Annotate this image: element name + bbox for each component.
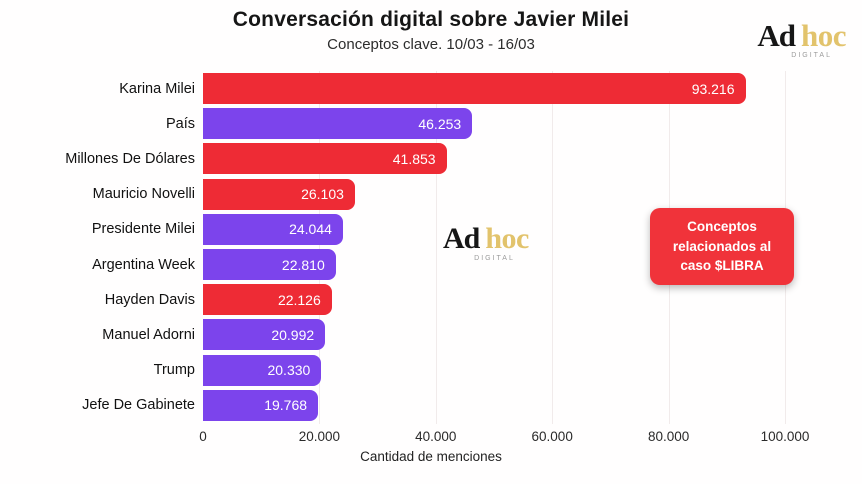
bar-row: Mauricio Novelli 26.103 [0, 177, 862, 212]
chart-header: Conversación digital sobre Javier Milei … [0, 8, 862, 53]
category-label: Hayden Davis [104, 291, 195, 308]
bar-value-label: 24.044 [289, 221, 332, 238]
bar-row: Presidente Milei 24.044 [0, 212, 862, 247]
watermark-hoc-text: hoc [485, 222, 529, 255]
x-tick-label: 40.000 [415, 429, 457, 444]
category-label: País [165, 115, 195, 132]
bar-row: País 46.253 [0, 106, 862, 141]
gridline [319, 71, 321, 424]
category-label: Millones De Dólares [65, 150, 195, 167]
bar-value-label: 20.992 [271, 326, 315, 343]
bar-row: Manuel Adorni 20.992 [0, 317, 862, 352]
category-label: Trump [153, 362, 195, 379]
logo-digital-text: DIGITAL [791, 52, 832, 59]
bar: 20.992 [203, 319, 326, 351]
watermark-ad-text: Ad [443, 222, 480, 255]
bar-row: Karina Milei 93.216 [0, 71, 862, 106]
bar-row: Millones De Dólares 41.853 [0, 141, 862, 176]
bar-value-label: 46.253 [418, 115, 462, 132]
logo-ad-text: Ad [757, 18, 796, 53]
callout-line-3: caso $LIBRA [680, 258, 764, 274]
category-label: Presidente Milei [91, 221, 195, 238]
logo-hoc-text: hoc [801, 18, 847, 53]
bar: 19.768 [203, 389, 319, 421]
bar-value-label: 22.810 [281, 256, 325, 273]
chart-title: Conversación digital sobre Javier Milei [232, 8, 630, 31]
bar: 22.126 [203, 284, 332, 316]
bar: 24.044 [203, 213, 343, 245]
watermark-wordmark: Ad hoc [443, 224, 529, 254]
x-axis-title: Cantidad de menciones [360, 449, 502, 464]
libra-annotation-callout: Conceptos relacionados al caso $LIBRA [650, 208, 794, 285]
bar-row: Trump 20.330 [0, 353, 862, 388]
bar-rows: Karina Milei 93.216 País 46.253 Millones De … [0, 71, 862, 423]
x-tick-label: 80.000 [647, 429, 690, 444]
bar-value-label: 41.853 [392, 150, 436, 167]
gridline [552, 71, 554, 424]
x-tick-label: 0 [199, 429, 207, 444]
category-label: Karina Milei [119, 80, 195, 97]
bar-row: Jefe De Gabinete 19.768 [0, 388, 862, 423]
chart-subtitle: Conceptos clave. 10/03 - 16/03 [327, 36, 535, 53]
x-tick-label: 20.000 [298, 429, 341, 444]
bar-value-label: 20.330 [267, 362, 311, 379]
adhoc-watermark-logo: Ad hoc DIGITAL [443, 224, 529, 263]
bar: 93.216 [203, 73, 746, 105]
callout-line-1: Conceptos [687, 219, 757, 234]
x-tick-label: 100.000 [760, 429, 810, 444]
bar-value-label: 93.216 [691, 80, 735, 97]
gridline [435, 71, 437, 424]
bar: 46.253 [203, 108, 473, 140]
x-tick-label: 60.000 [531, 429, 573, 444]
bar: 26.103 [203, 178, 355, 210]
bar-value-label: 26.103 [301, 186, 344, 203]
bar-row: Argentina Week 22.810 [0, 247, 862, 282]
callout-line-2: relacionados al [672, 238, 772, 254]
category-label: Argentina Week [92, 256, 195, 273]
bar-value-label: 19.768 [264, 397, 308, 414]
bar-value-label: 22.126 [277, 291, 321, 308]
category-label: Manuel Adorni [102, 326, 195, 343]
category-label: Jefe De Gabinete [82, 397, 195, 414]
bar: 20.330 [203, 354, 322, 386]
adhoc-wordmark: Ad hoc [757, 20, 846, 51]
bar: 41.853 [203, 143, 447, 175]
bar: 22.810 [203, 249, 336, 281]
x-axis-ticks: 0 20.000 40.000 60.000 80.000 100.000 [0, 429, 862, 445]
bar-row: Hayden Davis 22.126 [0, 282, 862, 317]
adhoc-logo: Ad hoc DIGITAL [757, 20, 846, 59]
category-label: Mauricio Novelli [92, 186, 195, 203]
watermark-digital-text: DIGITAL [474, 255, 515, 262]
